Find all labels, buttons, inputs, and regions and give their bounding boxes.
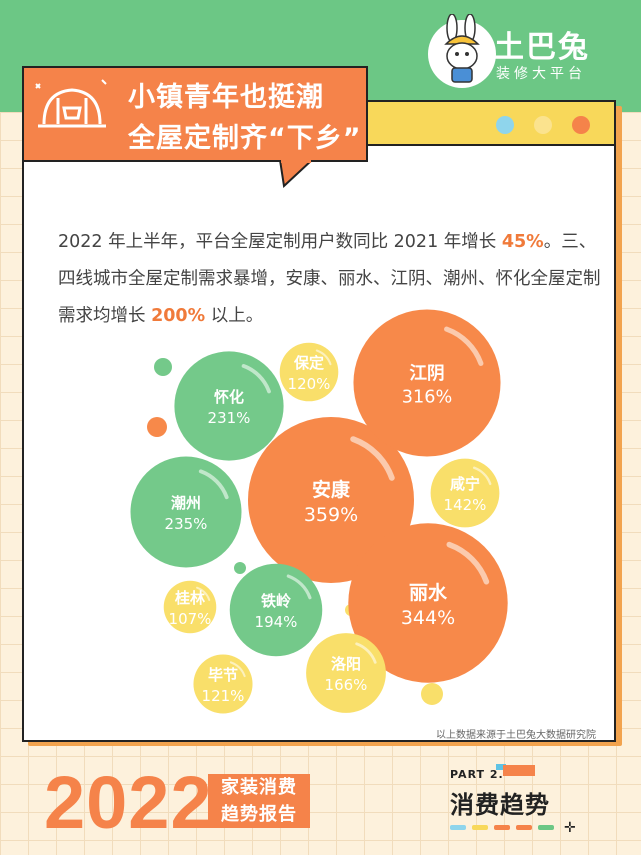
bubble-circle (163, 580, 217, 634)
legend-seg-orange (494, 825, 510, 830)
bubble-city-label: 咸宁 (450, 475, 480, 493)
intro-text-1b: 。三、 (543, 232, 597, 252)
bubble-value-label: 344% (401, 607, 455, 629)
legend-seg-blue (450, 825, 466, 830)
intro-line-3: 需求均增长 200% 以上。 (58, 302, 598, 327)
report-year: 2022 (44, 761, 213, 844)
bubble-circle (193, 654, 253, 714)
bubble-value-label: 121% (202, 687, 245, 705)
bubble-value-label: 120% (288, 375, 331, 393)
blue-dot (496, 116, 514, 134)
bubble-value-label: 231% (208, 409, 251, 427)
decorative-dot (234, 562, 246, 574)
part-flag-blue (496, 764, 506, 770)
bubble-circle (430, 458, 500, 528)
rabbit-mascot-logo (428, 14, 496, 88)
bubble-10: 桂林 107% (163, 580, 217, 634)
bubble-city-label: 铁岭 (261, 592, 291, 610)
bubble-9: 保定 120% (279, 342, 339, 402)
bubble-5: 铁岭 194% (229, 563, 323, 657)
orange-dot (572, 116, 590, 134)
bubble-highlight (350, 436, 395, 481)
banner-title-line2: 全屋定制齐“下乡” (128, 123, 362, 154)
title-banner (22, 66, 368, 162)
intro-text-1a: 2022 年上半年，平台全屋定制用户数同比 2021 年增长 (58, 232, 502, 252)
intro-text-3b: 以上。 (205, 306, 264, 326)
decorative-dot (421, 683, 443, 705)
decorative-dot (154, 358, 172, 376)
banner-speech-tail (278, 160, 314, 188)
bubble-0: 安康 359% (248, 417, 414, 583)
bubble-8: 毕节 121% (193, 654, 253, 714)
bubble-city-label: 安康 (312, 478, 351, 501)
part-flag-orange (503, 765, 535, 776)
brand-name: 土巴兔 (494, 30, 590, 65)
bubble-highlight (198, 469, 229, 500)
bubble-highlight (444, 326, 484, 366)
bubble-value-label: 359% (304, 504, 358, 526)
bubble-value-label: 316% (402, 388, 452, 408)
bubble-4: 怀化 231% (174, 351, 284, 461)
brand-subtitle: 装修大平台 (496, 66, 586, 82)
bubble-value-label: 166% (325, 676, 368, 694)
bubble-highlight (446, 541, 490, 585)
yellow-dot (534, 116, 552, 134)
tag-home-consumption: 家装消费 (208, 774, 310, 801)
bubble-1: 丽水 344% (348, 523, 508, 683)
bubble-highlight (286, 574, 312, 600)
intro-line-1: 2022 年上半年，平台全屋定制用户数同比 2021 年增长 45%。三、 (58, 228, 598, 253)
bubble-highlight (355, 642, 377, 664)
bubble-city-label: 丽水 (409, 582, 448, 604)
bubble-highlight (472, 466, 492, 486)
helmet-icon (35, 79, 107, 128)
bubble-circle (306, 633, 386, 713)
intro-text-3a: 需求均增长 (58, 306, 152, 326)
bubble-7: 咸宁 142% (430, 458, 500, 528)
sparkle-icon: ✛ (564, 820, 576, 836)
bubble-circle (353, 309, 501, 457)
bubble-city-label: 毕节 (208, 666, 238, 684)
bubble-2: 江阴 316% (353, 309, 501, 457)
part-title: 消费趋势 (450, 791, 550, 819)
banner-title-line1: 小镇青年也挺潮 (128, 82, 324, 113)
bubble-value-label: 235% (165, 515, 208, 533)
bubble-city-label: 洛阳 (331, 655, 361, 673)
bubble-city-label: 桂林 (174, 589, 206, 607)
growth-highlight-200: 200% (151, 306, 206, 326)
legend-seg-yellow (472, 825, 488, 830)
part-label: PART 2. (450, 768, 504, 781)
bubble-highlight (229, 661, 246, 678)
growth-highlight-45: 45% (501, 232, 544, 252)
bubble-circle (248, 417, 414, 583)
data-source-note: 以上数据来源于土巴兔大数据研究院 (436, 730, 596, 741)
bubble-value-label: 142% (444, 496, 487, 514)
bubble-city-label: 潮州 (171, 494, 201, 512)
bubble-city-label: 怀化 (214, 388, 244, 406)
decorative-dot (147, 417, 167, 437)
tag-trend-report: 趋势报告 (208, 801, 310, 828)
bubble-value-label: 194% (255, 613, 298, 631)
legend-seg-green (538, 825, 554, 830)
bubble-circle (348, 523, 508, 683)
bubble-city-label: 保定 (293, 354, 324, 372)
bubble-city-label: 江阴 (409, 363, 444, 384)
bubble-3: 潮州 235% (130, 456, 242, 568)
intro-line-2: 四线城市全屋定制需求暴增，安康、丽水、江阴、潮州、怀化全屋定制 (58, 269, 601, 289)
bubble-6: 洛阳 166% (306, 633, 386, 713)
bubble-highlight (241, 364, 271, 394)
bubble-value-label: 107% (169, 610, 212, 628)
bubble-highlight (315, 349, 332, 366)
bubble-circle (130, 456, 242, 568)
bubble-circle (174, 351, 284, 461)
bubble-highlight (196, 586, 211, 601)
bubble-circle (229, 563, 323, 657)
legend-seg-orange-2 (516, 825, 532, 830)
bubble-circle (279, 342, 339, 402)
